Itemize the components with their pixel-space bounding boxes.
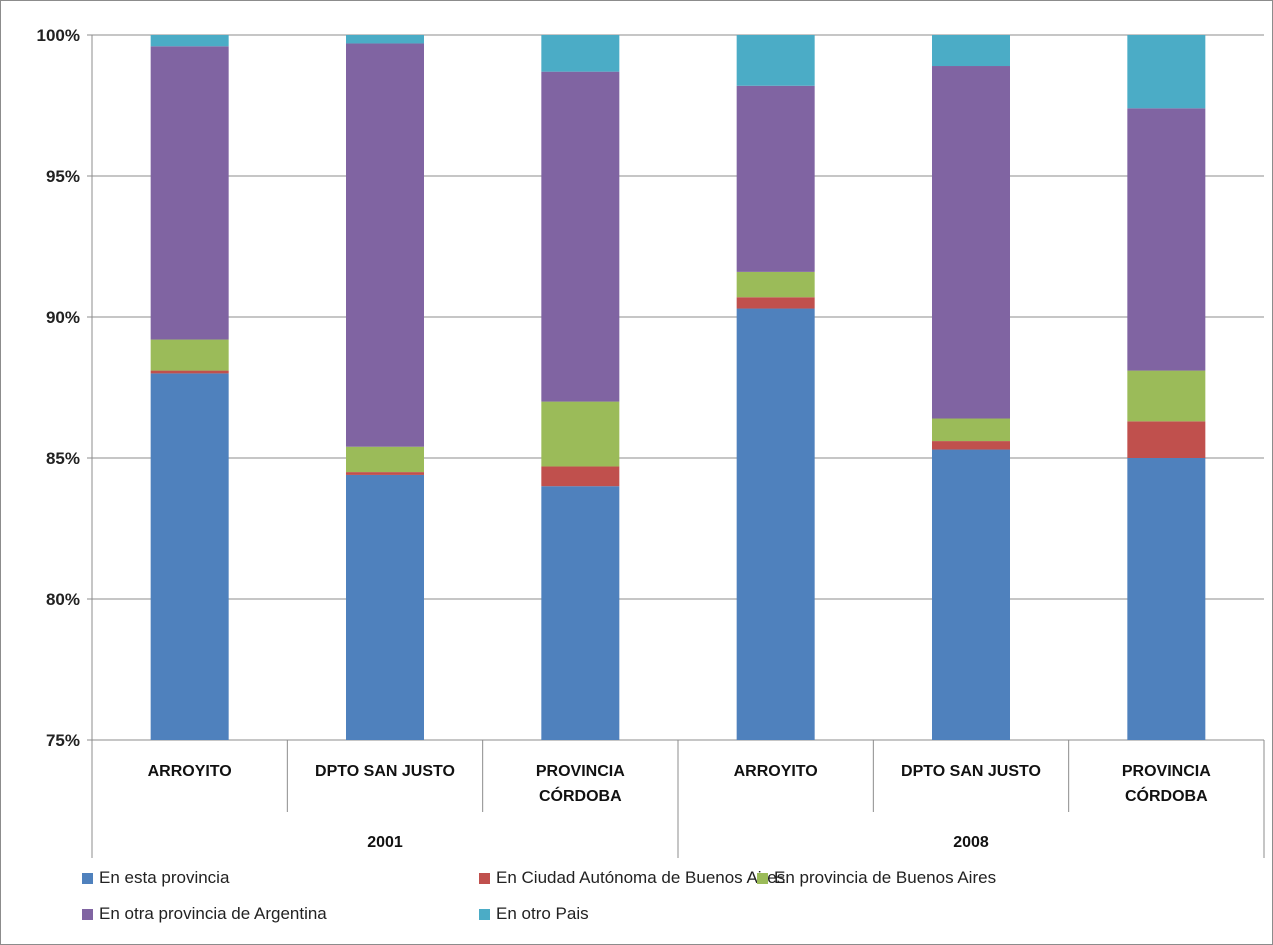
legend-item: En otro Pais — [479, 904, 589, 924]
y-tick-label: 95% — [46, 167, 80, 186]
x-category-label: ARROYITO — [734, 763, 818, 780]
legend-swatch — [757, 872, 768, 884]
bar-segment — [541, 486, 620, 740]
x-category-label: PROVINCIA CÓRDOBA — [1122, 763, 1211, 805]
bar-segment — [346, 472, 424, 475]
legend-label: En Ciudad Autónoma de Buenos Aires — [496, 868, 786, 887]
legend-label: En otra provincia de Argentina — [99, 904, 327, 923]
y-tick-labels: 75% 80% 85% 90% 95% 100% — [37, 26, 80, 750]
x-category-label: DPTO SAN JUSTO — [901, 763, 1041, 780]
bar-segment — [1127, 108, 1206, 371]
y-tick-label: 80% — [46, 590, 80, 609]
bar-segment — [541, 466, 620, 487]
bar-segment — [932, 418, 1010, 442]
bar-segment — [736, 271, 815, 298]
bar-segment — [346, 43, 424, 447]
y-tick-label: 85% — [46, 449, 80, 468]
bar-segment — [736, 85, 815, 272]
bar-segment — [541, 71, 620, 402]
bar-segment — [150, 339, 229, 371]
bar-segment — [1127, 35, 1206, 109]
bar-segment — [1127, 421, 1206, 458]
legend-label: En provincia de Buenos Aires — [774, 868, 997, 887]
legend-item: En Ciudad Autónoma de Buenos Aires — [479, 868, 785, 888]
bar-segment — [150, 35, 229, 47]
x-group-labels: 2001 2008 — [367, 834, 989, 851]
bar-segment — [346, 35, 424, 44]
bar-segment — [541, 401, 620, 467]
bar-segment — [932, 35, 1010, 67]
bar-segment — [932, 66, 1010, 419]
x-group-label: 2001 — [367, 834, 403, 851]
legend-swatch — [479, 872, 490, 884]
x-category-label: PROVINCIA CÓRDOBA — [536, 763, 625, 805]
bar-segment — [1127, 370, 1206, 422]
x-category-label: ARROYITO — [148, 763, 232, 780]
y-tick-label: 100% — [37, 26, 80, 45]
legend-swatch — [82, 872, 93, 884]
y-tick-label: 75% — [46, 731, 80, 750]
legend-item: En provincia de Buenos Aires — [757, 868, 996, 888]
legend: En esta provincia En Ciudad Autónoma de B… — [82, 868, 1232, 938]
legend-label: En otro Pais — [496, 904, 589, 923]
legend-item: En esta provincia — [82, 868, 229, 888]
bar-segment — [736, 308, 815, 740]
bar-segment — [150, 46, 229, 340]
bar-segment — [736, 297, 815, 309]
gridlines — [92, 34, 1264, 741]
bar-segment — [150, 370, 229, 374]
legend-swatch — [479, 908, 490, 920]
x-category-labels: ARROYITO DPTO SAN JUSTO PROVINCIA CÓRDOBA AR… — [148, 763, 1212, 805]
x-group-label: 2008 — [953, 834, 989, 851]
bar-segment — [346, 474, 424, 740]
bar-segment — [346, 446, 424, 473]
legend-swatch — [82, 908, 93, 920]
axes — [87, 34, 1265, 858]
bar-segment — [932, 441, 1010, 450]
x-category-label: DPTO SAN JUSTO — [315, 763, 455, 780]
bar-segment — [736, 35, 815, 86]
y-tick-label: 90% — [46, 308, 80, 327]
legend-item: En otra provincia de Argentina — [82, 904, 327, 924]
bar-segment — [541, 35, 620, 72]
bar-segment — [1127, 458, 1206, 740]
bar-segment — [150, 373, 229, 740]
bars — [150, 35, 1206, 740]
legend-label: En esta provincia — [99, 868, 230, 887]
bar-segment — [932, 449, 1010, 740]
